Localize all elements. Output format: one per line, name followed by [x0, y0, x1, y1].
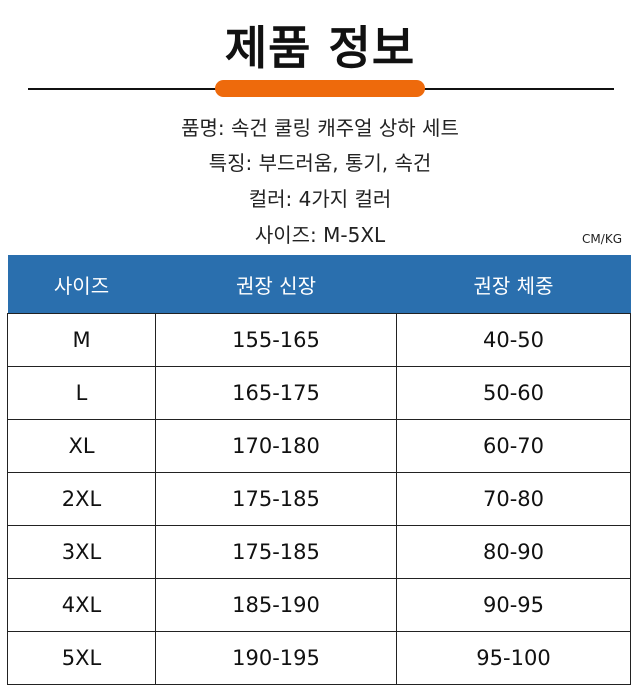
- table-row: 3XL 175-185 80-90: [7, 525, 631, 579]
- cell-size: 2XL: [7, 472, 156, 526]
- header-weight: 권장 체중: [473, 273, 554, 298]
- cell-height: 190-195: [155, 631, 397, 685]
- cell-weight: 60-70: [396, 419, 631, 473]
- cell-weight: 95-100: [396, 631, 631, 685]
- info-features: 특징: 부드러움, 통기, 속건: [208, 151, 432, 175]
- cell-size: 5XL: [7, 631, 156, 685]
- cell-weight: 40-50: [396, 313, 631, 367]
- cell-height: 170-180: [155, 419, 397, 473]
- table-row: L 165-175 50-60: [7, 366, 631, 420]
- info-colors: 컬러: 4가지 컬러: [248, 187, 392, 211]
- cell-height: 165-175: [155, 366, 397, 420]
- cell-weight: 50-60: [396, 366, 631, 420]
- cell-weight: 90-95: [396, 578, 631, 632]
- cell-height: 175-185: [155, 525, 397, 579]
- cell-size: 4XL: [7, 578, 156, 632]
- cell-size: 3XL: [7, 525, 156, 579]
- table-row: 5XL 190-195 95-100: [7, 631, 631, 685]
- cell-size: XL: [7, 419, 156, 473]
- accent-bar: [215, 80, 425, 97]
- header-height: 권장 신장: [236, 273, 316, 298]
- table-row: 4XL 185-190 90-95: [7, 578, 631, 632]
- unit-label: CM/KG: [582, 232, 622, 246]
- cell-size: M: [7, 313, 156, 367]
- table-row: 2XL 175-185 70-80: [7, 472, 631, 526]
- cell-size: L: [7, 366, 156, 420]
- info-sizes: 사이즈: M-5XL: [254, 223, 386, 247]
- table-row: XL 170-180 60-70: [7, 419, 631, 473]
- info-product-name: 품명: 속건 쿨링 캐주얼 상하 세트: [181, 116, 459, 140]
- page-title: 제품 정보: [224, 21, 416, 75]
- cell-height: 155-165: [155, 313, 397, 367]
- cell-weight: 70-80: [396, 472, 631, 526]
- table-row: M 155-165 40-50: [7, 313, 631, 367]
- cell-height: 185-190: [155, 578, 397, 632]
- cell-height: 175-185: [155, 472, 397, 526]
- table-header-row: 사이즈 권장 신장 권장 체중: [7, 255, 631, 314]
- cell-weight: 80-90: [396, 525, 631, 579]
- header-size: 사이즈: [53, 273, 110, 298]
- size-table: 사이즈 권장 신장 권장 체중 M 155-165 40-50 L 165-175 50-…: [7, 255, 631, 685]
